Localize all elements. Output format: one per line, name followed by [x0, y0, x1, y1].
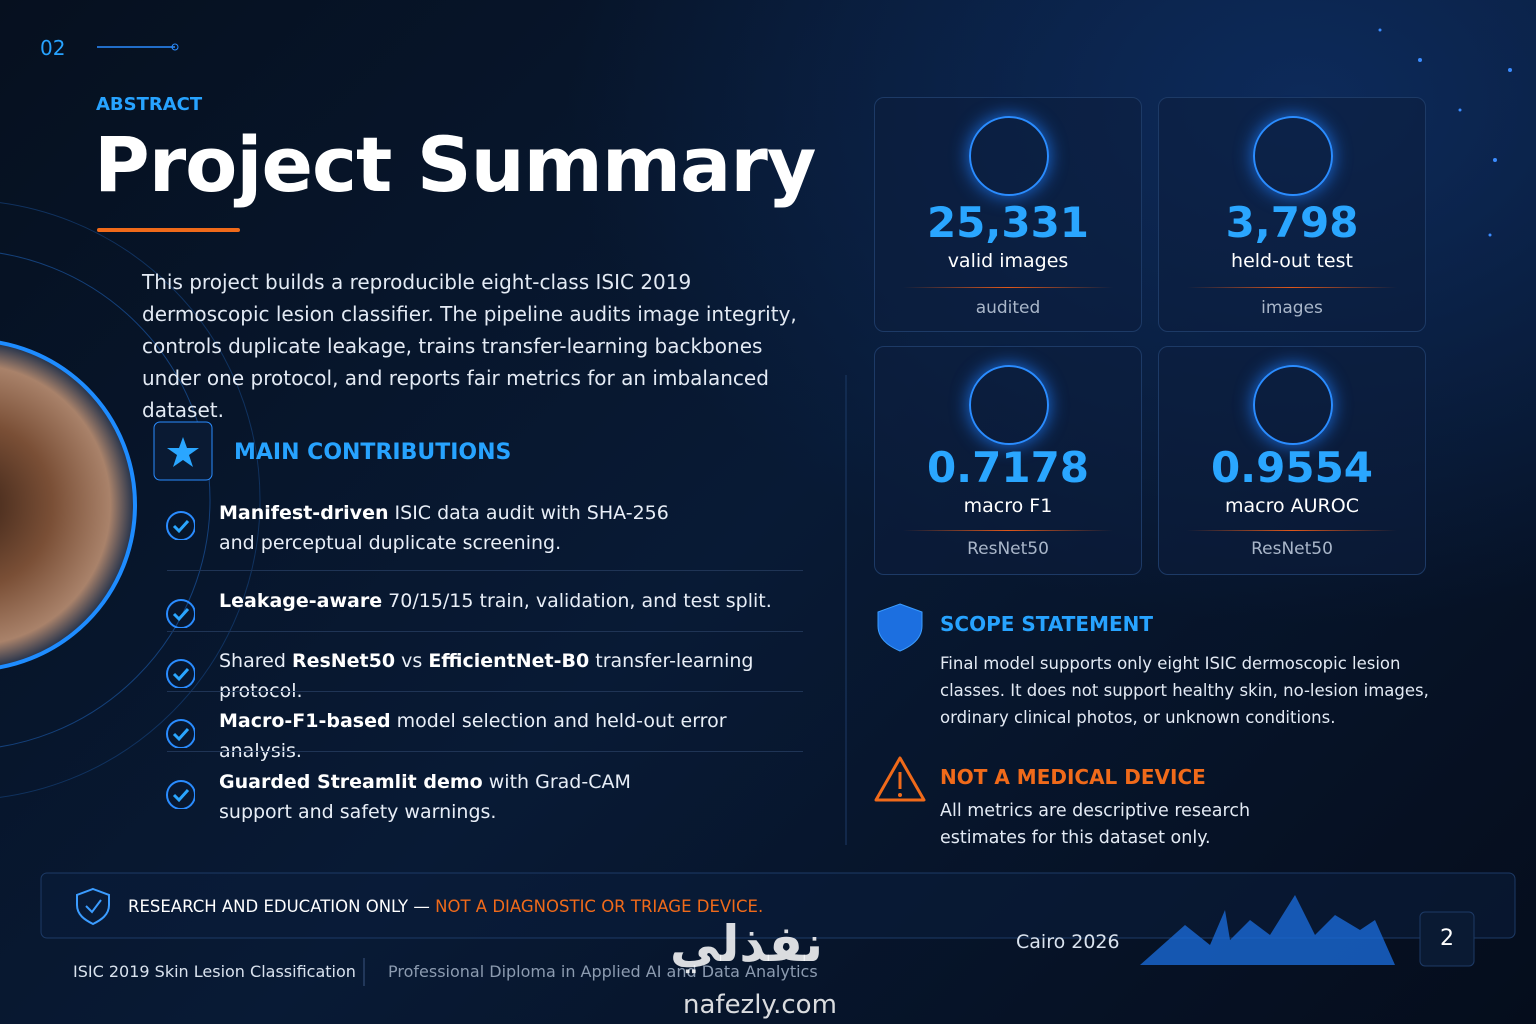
title: Project Summary [94, 120, 816, 209]
stat-note: ResNet50 [967, 539, 1049, 559]
text: Shared [219, 650, 292, 672]
stat-note: audited [975, 298, 1041, 318]
emphasis: Macro-F1-based [219, 710, 391, 732]
footer-location: Cairo 2026 [1016, 931, 1120, 953]
contribution: Manifest-driven ISIC data audit with SHA… [219, 498, 699, 558]
check-icon [166, 511, 195, 540]
contribution: Shared ResNet50 vs EfficientNet-B0 trans… [219, 646, 799, 706]
stat-note: ResNet50 [1251, 539, 1333, 559]
text: 70/15/15 train, validation, and test spl… [382, 590, 772, 612]
separator [167, 751, 803, 752]
watermark-url: nafezly.com [683, 990, 837, 1020]
stat-card: 25,331 valid images audited [874, 97, 1142, 332]
separator [167, 691, 803, 692]
contribution: Leakage-aware 70/15/15 train, validation… [219, 586, 799, 616]
warning-text: All metrics are descriptive research est… [940, 801, 1251, 848]
emphasis: EfficientNet-B0 [428, 650, 590, 672]
eyebrow: ABSTRACT [96, 94, 203, 115]
text: with Grad-CAM support and safety warning… [219, 771, 631, 823]
text: ISIC data audit with SHA-256 and percept… [219, 502, 669, 554]
stat-value: 3,798 [1225, 198, 1359, 247]
footer-program: Professional Diploma in Applied AI and D… [388, 962, 818, 981]
stat-label: held-out test [1231, 250, 1353, 272]
emphasis: Leakage-aware [219, 590, 383, 612]
text: vs [395, 650, 429, 672]
separator [167, 570, 803, 571]
stat-label: macro F1 [963, 495, 1053, 517]
stat-value: 0.7178 [926, 443, 1090, 492]
check-icon [166, 659, 195, 688]
banner-text: RESEARCH AND EDUCATION ONLY — [128, 897, 436, 916]
contribution: Macro-F1-based model selection and held-… [219, 706, 799, 766]
stat-value: 0.9554 [1210, 443, 1374, 492]
footer-project: ISIC 2019 Skin Lesion Classification [73, 962, 356, 981]
page-number: 2 [1440, 926, 1454, 951]
stat-label: macro AUROC [1225, 495, 1359, 517]
stat-value: 25,331 [926, 198, 1090, 247]
banner-highlight: NOT A DIAGNOSTIC OR TRIAGE DEVICE. [435, 897, 764, 916]
stat-note: images [1261, 298, 1323, 318]
watermark-arabic: نفذلي [670, 915, 824, 973]
emphasis: ResNet50 [291, 650, 396, 672]
check-icon [166, 780, 195, 809]
warning-title: NOT A MEDICAL DEVICE [940, 765, 1206, 789]
separator [167, 631, 803, 632]
scope-text: Final model supports only eight ISIC der… [940, 654, 1429, 727]
stat-card: 0.7178 macro F1 ResNet50 [874, 346, 1142, 575]
stat-card: 3,798 held-out test images [1158, 97, 1426, 332]
check-icon [166, 719, 195, 748]
check-icon [166, 599, 195, 628]
scope-title: SCOPE STATEMENT [940, 612, 1154, 636]
contribution: Guarded Streamlit demo with Grad-CAM sup… [219, 767, 689, 827]
emphasis: Manifest-driven [219, 502, 389, 524]
stat-card: 0.9554 macro AUROC ResNet50 [1158, 346, 1426, 575]
section-title: MAIN CONTRIBUTIONS [234, 440, 512, 465]
banner: RESEARCH AND EDUCATION ONLY — NOT A DIAG… [128, 897, 763, 916]
abstract: This project builds a reproducible eight… [142, 270, 797, 422]
emphasis: Guarded Streamlit demo [219, 771, 483, 793]
page-marker: 02 [40, 36, 66, 60]
stat-label: valid images [947, 250, 1069, 272]
